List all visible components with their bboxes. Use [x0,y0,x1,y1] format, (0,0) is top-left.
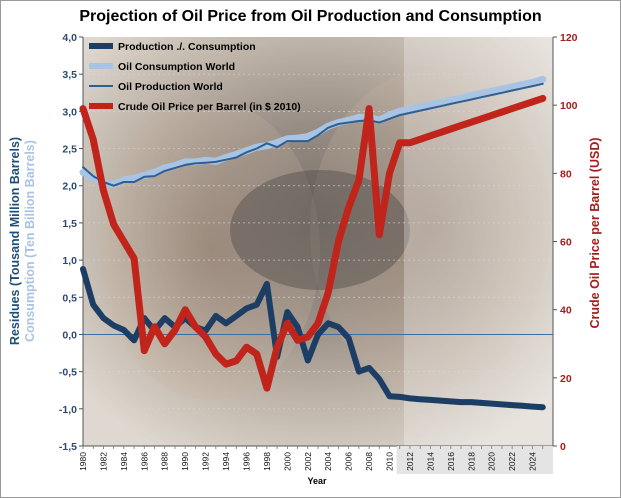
y-right-tick-label: 120 [560,32,578,44]
axes: 4,03,53,02,52,01,51,00,50,0-0,5-1,0-1,51… [59,32,578,474]
x-tick-label: 1992 [201,452,211,471]
y-left-tick-label: 1,5 [62,218,77,230]
x-tick-label: 2014 [425,452,435,471]
y-right-tick-label: 60 [560,237,572,249]
x-tick-label: 1996 [241,452,251,471]
y-right-tick-label: 0 [560,441,566,453]
y-left-tick-label: 3,5 [62,69,77,81]
legend-label: Production ./. Consumption [118,41,256,53]
x-tick-label: 2024 [528,452,538,471]
y-right-tick-label: 40 [560,305,572,317]
x-tick-label: 2002 [303,452,313,471]
y-right-tick-label: 80 [560,168,572,180]
x-tick-label: 1994 [221,452,231,471]
legend-label: Crude Oil Price per Barrel (in $ 2010) [118,101,301,113]
series-line [79,75,547,188]
legend-label: Oil Consumption World [118,61,235,73]
chart-title: Projection of Oil Price from Oil Product… [79,8,542,25]
x-tick-label: 1998 [262,452,272,471]
x-tick-label: 1982 [98,452,108,471]
y-left-tick-label: 3,0 [62,106,77,118]
series-line [79,94,547,392]
projection-band [396,446,553,474]
x-tick-label: 2008 [364,452,374,471]
x-tick-label: 1988 [160,452,170,471]
y-left-tick-label: 0,0 [62,329,77,341]
x-tick-label: 1980 [78,452,88,471]
x-tick-label: 2022 [507,452,517,471]
x-tick-label: 1984 [119,452,129,471]
x-tick-label: 1990 [180,452,190,471]
x-tick-label: 2020 [487,452,497,471]
legend: Production ./. Consumption Oil Consumptio… [89,41,301,113]
y-left-tick-label: -0,5 [59,367,77,379]
series-line [80,266,546,411]
y-right-tick-label: 20 [560,373,572,385]
y-right-tick-label: 100 [560,100,578,112]
x-tick-label: 2006 [344,452,354,471]
background-photo [83,37,553,446]
x-tick-label: 1986 [139,452,149,471]
legend-label: Oil Production World [118,81,223,93]
x-tick-label: 2016 [446,452,456,471]
x-tick-label: 2018 [466,452,476,471]
y-left-tick-label: -1,0 [59,404,77,416]
y-left-tick-label: -1,5 [59,441,77,453]
x-axis-label: Year [307,476,327,486]
x-tick-label: 2010 [385,452,395,471]
x-tick-label: 2004 [323,452,333,471]
x-tick-label: 2012 [405,452,415,471]
series-lines [79,75,547,411]
y-left-tick-label: 4,0 [62,32,77,44]
y-left-tick-label: 1,0 [62,255,77,267]
x-tick-label: 2000 [282,452,292,471]
y-left-tick-label: 2,0 [62,181,77,193]
series-line [82,82,544,187]
grid-lines [83,73,553,410]
y-left-tick-label: 0,5 [62,292,77,304]
y-left-tick-label: 2,5 [62,144,77,156]
